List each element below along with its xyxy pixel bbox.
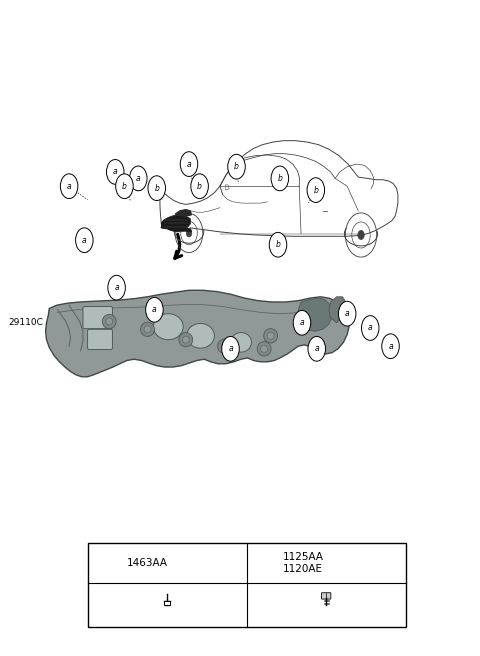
Text: b: b — [264, 558, 270, 567]
Text: b: b — [197, 182, 202, 191]
Circle shape — [293, 310, 311, 335]
Circle shape — [186, 229, 192, 237]
Circle shape — [307, 178, 324, 203]
Polygon shape — [175, 210, 192, 216]
Circle shape — [107, 159, 124, 184]
Polygon shape — [46, 290, 349, 377]
Circle shape — [269, 232, 287, 257]
Ellipse shape — [257, 342, 271, 356]
Text: a: a — [388, 342, 393, 351]
Ellipse shape — [231, 333, 252, 352]
Text: b: b — [122, 182, 127, 191]
Text: a: a — [113, 167, 118, 176]
Circle shape — [191, 174, 208, 199]
Ellipse shape — [261, 345, 268, 352]
Circle shape — [308, 337, 325, 361]
Circle shape — [130, 166, 147, 191]
Ellipse shape — [179, 333, 192, 347]
Circle shape — [361, 316, 379, 340]
Circle shape — [338, 301, 356, 326]
Circle shape — [271, 166, 288, 191]
Text: a: a — [109, 558, 114, 567]
Ellipse shape — [187, 323, 215, 348]
Text: 29110C: 29110C — [8, 318, 43, 327]
Circle shape — [60, 174, 78, 199]
Circle shape — [222, 337, 239, 361]
FancyBboxPatch shape — [87, 329, 112, 350]
Bar — [87, 543, 406, 627]
Ellipse shape — [264, 329, 277, 343]
Text: b: b — [234, 162, 239, 171]
Circle shape — [104, 552, 119, 573]
Circle shape — [116, 174, 133, 199]
Circle shape — [108, 276, 125, 300]
Text: a: a — [136, 174, 141, 183]
FancyBboxPatch shape — [83, 306, 112, 329]
Text: a: a — [300, 318, 304, 327]
Polygon shape — [161, 215, 191, 232]
Ellipse shape — [141, 322, 155, 337]
Ellipse shape — [102, 314, 116, 329]
Polygon shape — [298, 298, 332, 331]
Ellipse shape — [217, 339, 231, 354]
Text: a: a — [152, 305, 157, 314]
Circle shape — [145, 297, 163, 322]
Text: b: b — [313, 186, 318, 195]
Text: a: a — [314, 344, 319, 354]
Ellipse shape — [182, 336, 189, 343]
Circle shape — [180, 152, 198, 176]
Text: b: b — [276, 240, 280, 249]
Polygon shape — [329, 297, 346, 323]
Ellipse shape — [106, 318, 113, 325]
Circle shape — [382, 334, 399, 359]
Text: b: b — [277, 174, 282, 183]
Ellipse shape — [153, 314, 183, 340]
Bar — [164, 602, 170, 605]
Ellipse shape — [267, 332, 274, 339]
Text: b: b — [154, 184, 159, 193]
Text: a: a — [187, 159, 192, 169]
Polygon shape — [161, 225, 192, 232]
Ellipse shape — [221, 342, 228, 350]
FancyBboxPatch shape — [322, 593, 331, 599]
Text: a: a — [82, 236, 86, 245]
Circle shape — [228, 154, 245, 179]
Text: 1125AA
1120AE: 1125AA 1120AE — [283, 552, 324, 574]
Circle shape — [148, 176, 166, 201]
Text: a: a — [67, 182, 72, 191]
Circle shape — [358, 230, 364, 239]
Circle shape — [75, 228, 93, 253]
Text: 1463AA: 1463AA — [127, 558, 168, 568]
Text: a: a — [368, 323, 372, 333]
Circle shape — [260, 552, 275, 573]
Ellipse shape — [144, 326, 151, 333]
Text: a: a — [345, 309, 349, 318]
Text: a: a — [114, 283, 119, 292]
Text: a: a — [228, 344, 233, 354]
